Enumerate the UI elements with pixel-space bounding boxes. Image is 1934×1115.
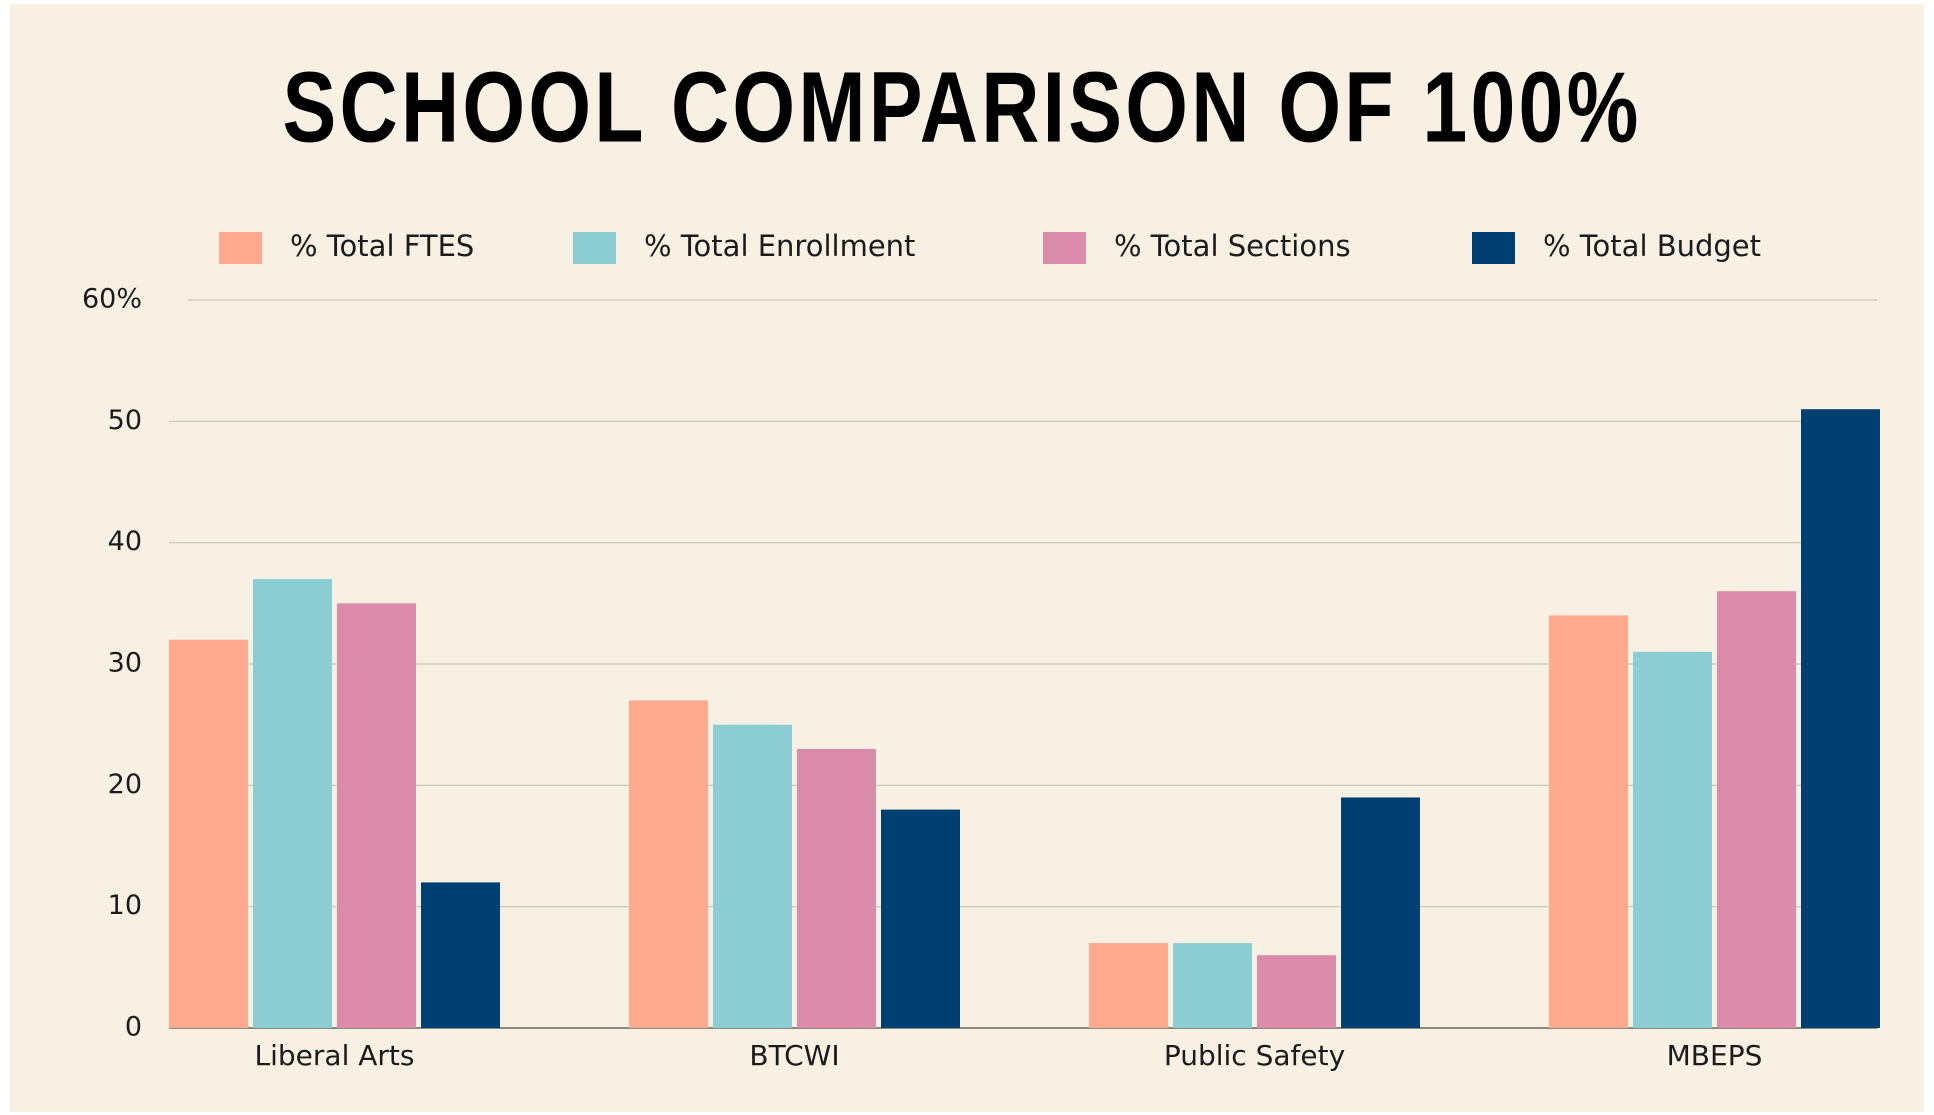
y-tick-label: 20 [108, 769, 142, 800]
x-tick-label: Liberal Arts [255, 1039, 415, 1072]
legend-swatch [1472, 232, 1515, 264]
bar [337, 603, 416, 1028]
bar [1257, 955, 1336, 1028]
bar [1173, 943, 1252, 1028]
bar [1801, 409, 1880, 1028]
bar [1549, 615, 1628, 1028]
legend-label: % Total Sections [1114, 229, 1351, 263]
x-tick-label: Public Safety [1164, 1039, 1345, 1072]
bar [169, 639, 248, 1028]
y-tick-label: 50 [108, 405, 142, 436]
x-tick-label: MBEPS [1667, 1039, 1763, 1072]
legend-label: % Total Enrollment [644, 229, 915, 263]
x-tick-label: BTCWI [749, 1039, 839, 1072]
bar [629, 700, 708, 1028]
bar [713, 724, 792, 1028]
y-tick-label: 10 [108, 890, 142, 921]
y-tick-label: 40 [108, 526, 142, 557]
bar [421, 882, 500, 1028]
y-tick-label: 30 [108, 648, 142, 679]
bar [797, 748, 876, 1028]
legend-swatch [573, 232, 616, 264]
bar [1341, 797, 1420, 1028]
bar [881, 809, 960, 1028]
y-tick-label: 60% [82, 284, 142, 315]
legend-swatch [219, 232, 262, 264]
legend-label: % Total Budget [1543, 229, 1761, 263]
chart-title: SCHOOL COMPARISON OF 100% [283, 51, 1642, 163]
bar [253, 579, 332, 1028]
bar [1089, 943, 1168, 1028]
y-tick-label: 0 [125, 1012, 142, 1043]
bar [1633, 651, 1712, 1028]
bar [1717, 591, 1796, 1028]
legend-label: % Total FTES [290, 229, 474, 263]
legend-swatch [1043, 232, 1086, 264]
